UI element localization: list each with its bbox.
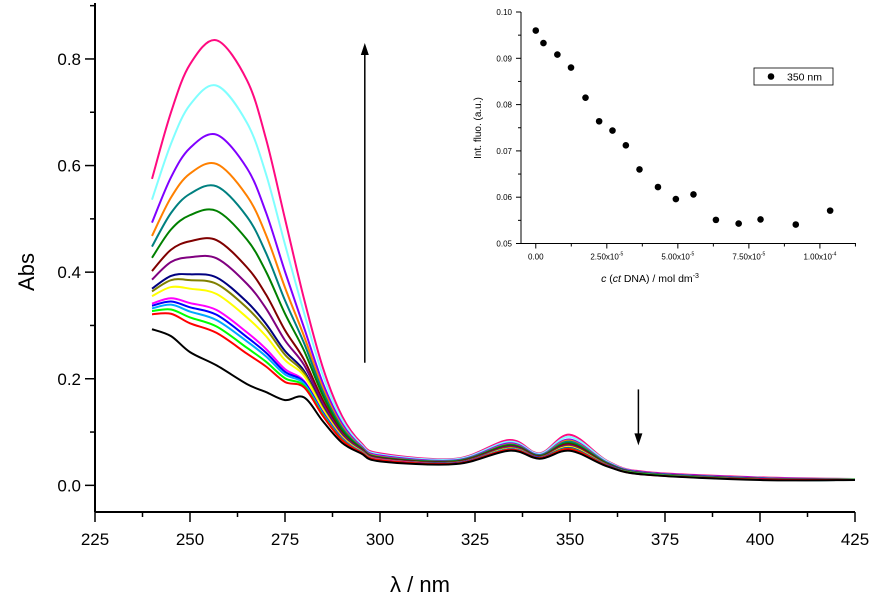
y-tick-label: 0.6	[57, 157, 81, 176]
data-point	[622, 142, 630, 149]
data-point	[654, 183, 662, 191]
tick-mantissa: 7.50x10	[732, 253, 761, 262]
x-label-part: c	[601, 273, 607, 285]
x-axis-label: λ / nm	[390, 572, 450, 597]
inset-y-tick-label: 0.07	[496, 147, 512, 156]
x-tick-label: 400	[746, 530, 774, 549]
inset-y-tick-label: 0.10	[496, 8, 512, 17]
data-point	[712, 216, 720, 224]
legend-box	[753, 67, 834, 86]
series-line-15	[151, 308, 856, 482]
data-point	[532, 27, 540, 34]
tick-mantissa: 5.00x10	[661, 253, 690, 262]
y-axis-label: Abs	[14, 253, 39, 291]
arrow-head-up	[360, 42, 369, 55]
inset-x-axis-label: c (ct DNA) / mol dm-3	[601, 273, 699, 285]
x-label-part: -3	[693, 273, 699, 280]
x-label-part: DNA) / mol dm	[621, 273, 693, 285]
inset-x-tick-label: 2.50x10-5	[590, 252, 623, 262]
tick-mantissa: 0.00	[528, 253, 544, 262]
inset-x-tick-label: 0.00	[528, 253, 544, 262]
inset-y-tick-label: 0.08	[496, 101, 512, 110]
inset-x-tick-label: 7.50x10-5	[732, 252, 765, 262]
inset-y-tick-label: 0.06	[496, 193, 512, 202]
x-tick-label: 225	[81, 530, 109, 549]
inset-y-tick-label: 0.05	[496, 240, 512, 249]
x-tick-label: 375	[651, 530, 679, 549]
data-point	[672, 195, 680, 203]
x-tick-label: 250	[176, 530, 204, 549]
series-line-5	[151, 184, 856, 481]
data-point	[792, 221, 800, 228]
x-tick-label: 275	[271, 530, 299, 549]
x-tick-label: 325	[461, 530, 489, 549]
legend-label: 350 nm	[787, 72, 822, 84]
legend-marker	[767, 73, 775, 80]
data-point	[567, 64, 575, 71]
y-tick-label: 0.8	[57, 50, 81, 69]
data-point	[582, 94, 589, 101]
inset-x-tick-label: 1.00x10-4	[803, 252, 836, 262]
data-point	[554, 51, 561, 58]
tick-exponent: -5	[690, 252, 695, 258]
tick-mantissa: 2.50x10	[590, 253, 619, 262]
tick-exponent: -5	[619, 252, 624, 258]
data-point	[690, 191, 697, 198]
y-tick-label: 0.0	[57, 476, 81, 495]
data-point	[735, 220, 742, 227]
tick-mantissa: 1.00x10	[803, 253, 832, 262]
data-point	[609, 127, 616, 134]
data-point	[636, 166, 643, 173]
x-label-part: (	[606, 273, 613, 285]
data-point	[757, 216, 764, 223]
y-tick-label: 0.2	[57, 370, 81, 389]
inset-x-tick-label: 5.00x10-5	[661, 252, 694, 262]
series-line-14	[151, 303, 856, 482]
arrow-head-down	[634, 433, 643, 446]
inset-y-tick-label: 0.09	[496, 54, 512, 63]
data-point	[595, 117, 603, 125]
y-tick-label: 0.4	[57, 263, 81, 282]
data-point	[540, 39, 547, 47]
data-point	[826, 207, 834, 214]
x-tick-label: 350	[556, 530, 584, 549]
tick-exponent: -4	[832, 252, 837, 258]
x-label-part: ct	[613, 273, 622, 285]
inset-y-axis-label: Int. fluo. (a.u.)	[473, 97, 484, 159]
series-line-3	[151, 132, 856, 481]
main-plot: 225 250 275 300 325 350 375 400 425 0.0 0.2 0.4 0.6 0…	[14, 3, 869, 597]
tick-exponent: -5	[761, 252, 766, 258]
series-line-4	[151, 162, 856, 481]
x-tick-label: 425	[841, 530, 869, 549]
x-tick-label: 300	[366, 530, 394, 549]
series-line-17	[151, 328, 856, 482]
inset-plot: 0.050.060.070.080.090.100.00 2.50x10-5 5.0…	[473, 8, 856, 285]
series-line-16	[151, 312, 856, 482]
